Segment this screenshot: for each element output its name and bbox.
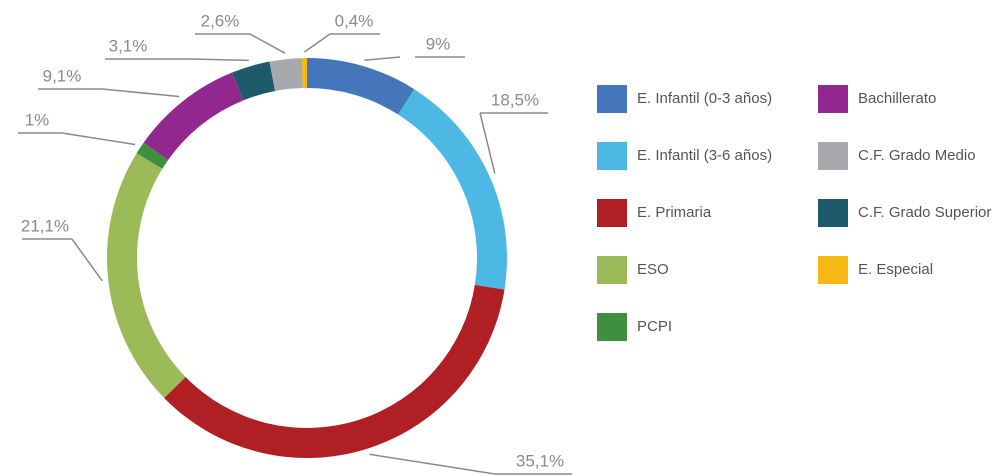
legend-swatch: [597, 142, 627, 170]
legend-label: E. Especial: [858, 261, 933, 278]
legend-swatch: [818, 85, 848, 113]
data-label: 2,6%: [201, 11, 240, 30]
legend-label: PCPI: [637, 318, 672, 335]
leader-line: [195, 33, 286, 54]
data-label: 9,1%: [43, 66, 82, 85]
legend-swatch: [597, 85, 627, 113]
legend-label: E. Infantil (0-3 años): [637, 90, 772, 107]
donut-slice: [307, 58, 415, 115]
legend-swatch: [597, 256, 627, 284]
legend-label: E. Infantil (3-6 años): [637, 147, 772, 164]
leader-line: [105, 58, 249, 62]
donut-slice: [269, 58, 303, 92]
legend-label: ESO: [637, 261, 669, 278]
legend-swatch: [818, 142, 848, 170]
donut-slice: [143, 72, 244, 160]
data-label: 18,5%: [491, 90, 539, 109]
donut-slice: [232, 61, 276, 101]
legend-swatch: [597, 313, 627, 341]
leader-line: [479, 112, 548, 174]
legend-swatch: [597, 199, 627, 227]
data-label: 1%: [25, 110, 50, 129]
donut-slice: [398, 89, 507, 290]
data-label: 3,1%: [109, 36, 148, 55]
data-label: 0,4%: [335, 11, 374, 30]
donut-slice: [106, 153, 186, 398]
leader-line: [303, 33, 380, 53]
donut-slice: [136, 142, 169, 169]
leader-line: [364, 56, 465, 61]
donut-slice: [164, 284, 505, 458]
donut-slice: [301, 58, 307, 89]
legend-swatch: [818, 199, 848, 227]
legend-label: C.F. Grado Superior: [858, 204, 991, 221]
leader-line: [369, 453, 572, 475]
legend-label: Bachillerato: [858, 90, 936, 107]
data-label: 21,1%: [21, 216, 69, 235]
data-label: 9%: [426, 34, 451, 53]
leader-line: [22, 238, 103, 282]
legend-swatch: [818, 256, 848, 284]
legend-label: E. Primaria: [637, 204, 712, 221]
legend-label: C.F. Grado Medio: [858, 147, 976, 164]
leader-line: [38, 88, 180, 98]
leader-line: [18, 132, 136, 146]
data-label: 35,1%: [516, 451, 564, 470]
